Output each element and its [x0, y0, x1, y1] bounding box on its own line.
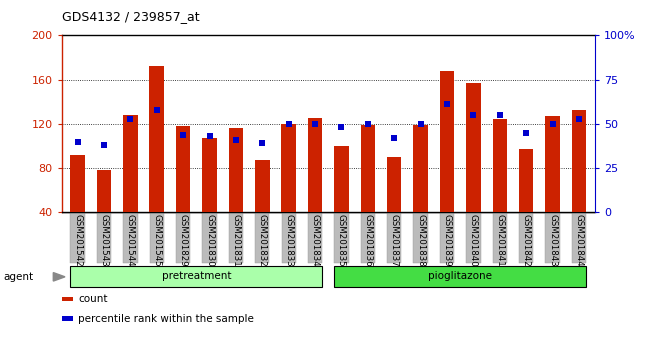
Text: GSM201838: GSM201838 — [416, 215, 425, 267]
Bar — [202, 213, 216, 263]
Text: GDS4132 / 239857_at: GDS4132 / 239857_at — [62, 10, 200, 23]
Bar — [255, 213, 270, 263]
Bar — [229, 213, 243, 263]
Text: GSM201841: GSM201841 — [495, 215, 504, 267]
Bar — [361, 213, 375, 263]
Text: GSM201545: GSM201545 — [152, 215, 161, 267]
Bar — [413, 213, 428, 263]
Bar — [281, 213, 296, 263]
Bar — [519, 213, 533, 263]
Bar — [387, 213, 401, 263]
Bar — [202, 138, 216, 212]
Bar — [413, 125, 428, 212]
Text: GSM201844: GSM201844 — [575, 215, 584, 267]
Bar — [62, 297, 73, 301]
Bar — [150, 213, 164, 263]
Text: GSM201842: GSM201842 — [522, 215, 530, 267]
Text: GSM201831: GSM201831 — [231, 215, 240, 267]
Bar — [150, 67, 164, 212]
Bar — [70, 155, 85, 212]
Bar — [334, 266, 586, 287]
Bar — [281, 124, 296, 212]
Text: GSM201840: GSM201840 — [469, 215, 478, 267]
Bar — [255, 160, 270, 212]
Bar — [572, 213, 586, 263]
Text: GSM201829: GSM201829 — [179, 215, 188, 267]
Bar — [361, 125, 375, 212]
Text: pioglitazone: pioglitazone — [428, 271, 492, 281]
Bar — [519, 149, 534, 212]
Text: GSM201833: GSM201833 — [284, 215, 293, 267]
Text: GSM201832: GSM201832 — [258, 215, 266, 267]
Text: agent: agent — [3, 272, 33, 282]
Bar — [440, 71, 454, 212]
Text: GSM201542: GSM201542 — [73, 215, 82, 267]
Bar — [97, 213, 111, 263]
Bar — [70, 266, 322, 287]
Bar — [466, 213, 480, 263]
Bar — [97, 170, 111, 212]
Bar — [70, 213, 84, 263]
Text: percentile rank within the sample: percentile rank within the sample — [78, 314, 254, 324]
Bar — [571, 109, 586, 212]
Bar — [493, 120, 507, 212]
Text: GSM201836: GSM201836 — [363, 215, 372, 267]
Bar — [229, 128, 243, 212]
Text: GSM201837: GSM201837 — [390, 215, 398, 267]
Text: count: count — [78, 294, 107, 304]
Bar — [493, 213, 507, 263]
Text: pretreatment: pretreatment — [162, 271, 231, 281]
Bar — [334, 213, 348, 263]
Text: GSM201544: GSM201544 — [126, 215, 135, 267]
Polygon shape — [53, 273, 65, 281]
Text: GSM201834: GSM201834 — [311, 215, 320, 267]
Bar — [124, 213, 138, 263]
Bar — [466, 83, 480, 212]
Bar — [62, 316, 73, 321]
Text: GSM201839: GSM201839 — [443, 215, 452, 267]
Bar — [123, 115, 138, 212]
Text: GSM201830: GSM201830 — [205, 215, 214, 267]
Text: GSM201843: GSM201843 — [548, 215, 557, 267]
Text: GSM201835: GSM201835 — [337, 215, 346, 267]
Bar — [545, 213, 560, 263]
Bar — [308, 213, 322, 263]
Bar — [440, 213, 454, 263]
Text: GSM201543: GSM201543 — [99, 215, 109, 267]
Bar — [334, 146, 348, 212]
Bar — [308, 118, 322, 212]
Bar — [176, 126, 190, 212]
Bar — [545, 116, 560, 212]
Bar — [387, 157, 402, 212]
Bar — [176, 213, 190, 263]
